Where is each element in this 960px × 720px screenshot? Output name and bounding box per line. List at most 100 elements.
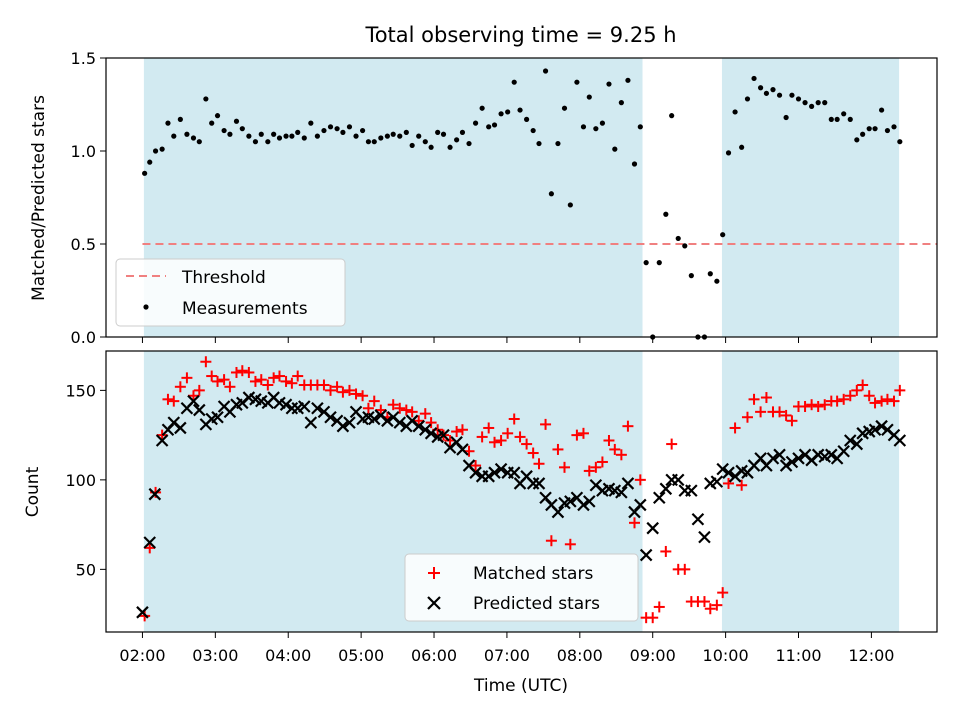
matched-star-point: [698, 596, 710, 608]
measurement-point: [359, 127, 366, 134]
measurement-point: [214, 113, 221, 119]
predicted-star-point: [843, 434, 857, 447]
matched-star-point: [425, 417, 437, 429]
measurement-point: [397, 133, 403, 139]
matched-star-point: [717, 587, 729, 599]
measurement-point: [498, 111, 504, 117]
matched-star-point: [559, 461, 571, 473]
measurement-point: [625, 77, 631, 83]
predicted-star-point: [211, 410, 224, 424]
measurement-point: [809, 103, 815, 109]
predicted-star-point: [148, 487, 162, 501]
matched-star-point: [869, 397, 881, 409]
predicted-star-point: [393, 416, 407, 429]
measurement-point: [847, 116, 853, 122]
matched-star-point: [812, 400, 824, 412]
top-y-axis-label: Matched/Predicted stars: [29, 95, 49, 301]
x-tick-label: 04:00: [265, 646, 311, 665]
matched-star-point: [243, 366, 255, 378]
matched-star-point: [357, 390, 369, 402]
predicted-star-point: [868, 423, 882, 437]
measurement-point: [403, 129, 409, 135]
measurement-point: [879, 107, 885, 113]
matched-star-point: [224, 381, 236, 393]
matched-star-point: [755, 406, 767, 418]
measurement-point: [524, 116, 530, 122]
matched-star-point: [394, 402, 406, 414]
predicted-star-point: [659, 482, 673, 496]
matched-star-point: [350, 388, 362, 400]
matched-star-point: [230, 366, 242, 378]
matched-star-point: [615, 449, 627, 461]
predicted-star-point: [488, 466, 501, 479]
matched-star-point: [470, 460, 482, 472]
matched-star-point: [609, 443, 621, 455]
matched-star-point: [168, 395, 180, 407]
matched-star-point: [888, 395, 900, 407]
matched-star-point: [634, 474, 646, 486]
x-tick-label: 07:00: [484, 646, 530, 665]
matched-star-point: [318, 379, 330, 391]
measurement-point: [511, 79, 517, 85]
measurement-point: [428, 144, 434, 150]
matched-star-point: [780, 409, 792, 421]
predicted-star-point: [875, 419, 888, 433]
matched-star-point: [268, 372, 280, 384]
bottom-legend: Matched stars Predicted stars: [404, 553, 639, 622]
y-tick-label: 100: [65, 471, 96, 490]
measurement-point: [171, 133, 177, 139]
matched-star-point: [881, 393, 893, 405]
measurement-point: [732, 109, 738, 115]
measurement-point: [239, 126, 245, 132]
measurement-point: [866, 126, 872, 132]
predicted-star-point: [671, 473, 685, 487]
predicted-star-point: [691, 512, 705, 526]
matched-star-point: [249, 375, 261, 387]
legend-predicted-label: Predicted stars: [473, 594, 600, 614]
predicted-star-point: [716, 462, 729, 476]
predicted-star-point: [779, 459, 793, 472]
measurement-point: [872, 126, 878, 132]
matched-star-point: [419, 408, 431, 420]
bottom-legend-box: [404, 553, 639, 622]
matched-star-point: [838, 393, 850, 405]
measurement-point: [548, 191, 554, 197]
predicted-star-point: [722, 466, 735, 479]
matched-star-point: [181, 372, 193, 384]
matched-star-point: [857, 379, 869, 391]
matched-star-point: [331, 381, 343, 393]
matched-star-point: [273, 370, 285, 382]
measurement-point: [776, 92, 783, 98]
measurement-point: [246, 133, 252, 139]
predicted-star-point: [837, 444, 850, 458]
measurement-point: [828, 116, 834, 122]
top-axes-frame: [105, 57, 938, 338]
predicted-star-point: [336, 419, 350, 433]
matched-star-point: [647, 612, 659, 624]
measurement-point: [714, 278, 720, 284]
predicted-star-point: [419, 423, 432, 437]
measurement-point: [505, 109, 511, 115]
measurement-point: [675, 235, 681, 242]
measurement-point: [252, 139, 259, 145]
matched-star-point: [741, 411, 753, 423]
matched-star-point: [255, 374, 267, 386]
measurement-point: [593, 126, 599, 132]
matched-star-point: [325, 384, 337, 396]
matched-star-point: [343, 384, 355, 396]
measurement-point: [612, 146, 618, 152]
matched-star-point: [174, 381, 186, 393]
legend-matched-label: Matched stars: [473, 564, 593, 584]
matched-star-point: [799, 400, 811, 412]
predicted-star-point: [639, 548, 653, 562]
predicted-star-point: [193, 403, 206, 417]
matched-star-point: [760, 392, 772, 404]
matched-star-point: [280, 375, 292, 387]
matched-star-point: [748, 393, 760, 405]
measurement-point: [165, 120, 171, 126]
matched-star-point: [844, 390, 856, 402]
predicted-star-point: [766, 452, 780, 465]
measurement-point: [321, 127, 327, 134]
measurement-point: [314, 133, 320, 139]
bottom-y-axis-label: Count: [23, 466, 43, 517]
